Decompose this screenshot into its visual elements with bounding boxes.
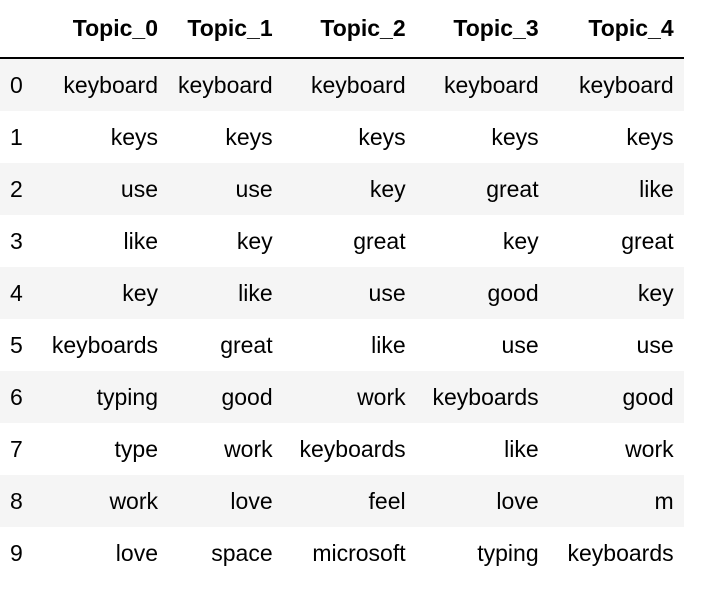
row-index: 7 <box>10 436 23 462</box>
row-index: 0 <box>10 72 23 98</box>
row-index: 5 <box>10 332 23 358</box>
table-cell: keys <box>626 124 674 150</box>
table-cell: key <box>122 280 158 306</box>
table-cell: like <box>639 176 674 202</box>
column-header-topic-0: Topic_0 <box>36 0 168 59</box>
column-header-topic-1: Topic_1 <box>168 0 283 59</box>
table-cell: love <box>115 540 158 566</box>
table-cell: key <box>502 228 539 254</box>
table-row: 3 like key great key great <box>0 215 684 267</box>
table-cell: keyboard <box>63 72 158 98</box>
table-cell: keyboard <box>444 72 539 98</box>
table-cell: great <box>220 332 273 358</box>
table-cell: space <box>211 540 273 566</box>
table-row: 7 type work keyboards like work <box>0 423 684 475</box>
table-cell: like <box>504 436 539 462</box>
table-cell: microsoft <box>312 540 406 566</box>
table-cell: work <box>357 384 406 410</box>
column-header-topic-3: Topic_3 <box>415 0 549 59</box>
row-index: 1 <box>10 124 23 150</box>
row-index: 4 <box>10 280 23 306</box>
index-column-header <box>0 0 36 59</box>
table-cell: like <box>238 280 273 306</box>
table-cell: keys <box>110 124 158 150</box>
table-cell: work <box>109 488 158 514</box>
table-cell: great <box>621 228 674 254</box>
table-cell: keyboards <box>567 540 674 566</box>
column-header-topic-4: Topic_4 <box>548 0 684 59</box>
column-header-topic-2: Topic_2 <box>282 0 416 59</box>
table-header: Topic_0 Topic_1 Topic_2 Topic_3 Topic_4 <box>0 0 684 59</box>
table-row: 5 keyboards great like use use <box>0 319 684 371</box>
table-row: 4 key like use good key <box>0 267 684 319</box>
table-row: 8 work love feel love m <box>0 475 684 527</box>
table-cell: keyboards <box>51 332 158 358</box>
table-cell: m <box>654 488 674 514</box>
row-index: 3 <box>10 228 23 254</box>
header-row: Topic_0 Topic_1 Topic_2 Topic_3 Topic_4 <box>0 0 684 59</box>
table-cell: key <box>369 176 406 202</box>
row-index: 6 <box>10 384 23 410</box>
row-index: 8 <box>10 488 23 514</box>
table-cell: use <box>636 332 674 358</box>
table-cell: like <box>123 228 158 254</box>
table-body: 0 keyboard keyboard keyboard keyboard ke… <box>0 58 684 579</box>
table-cell: use <box>368 280 406 306</box>
table-cell: typing <box>96 384 158 410</box>
table-cell: keyboard <box>579 72 674 98</box>
table-cell: like <box>371 332 406 358</box>
table-row: 1 keys keys keys keys keys <box>0 111 684 163</box>
table-cell: love <box>230 488 273 514</box>
table-cell: keyboards <box>299 436 406 462</box>
table-cell: love <box>496 488 539 514</box>
table-cell: use <box>501 332 539 358</box>
table-row: 2 use use key great like <box>0 163 684 215</box>
table-row: 6 typing good work keyboards good <box>0 371 684 423</box>
row-index: 9 <box>10 540 23 566</box>
table-cell: key <box>236 228 273 254</box>
topics-table: Topic_0 Topic_1 Topic_2 Topic_3 Topic_4 … <box>0 0 684 579</box>
table-cell: good <box>622 384 674 410</box>
table-cell: keys <box>491 124 539 150</box>
table-cell: keys <box>225 124 273 150</box>
table-cell: great <box>353 228 406 254</box>
table-cell: use <box>120 176 158 202</box>
table-cell: work <box>224 436 273 462</box>
table-cell: good <box>221 384 273 410</box>
table-cell: typing <box>477 540 539 566</box>
table-cell: type <box>114 436 158 462</box>
table-cell: keyboards <box>432 384 539 410</box>
table-row: 9 love space microsoft typing keyboards <box>0 527 684 579</box>
table-cell: use <box>235 176 273 202</box>
table-cell: keyboard <box>178 72 273 98</box>
table-cell: good <box>487 280 539 306</box>
table-cell: work <box>625 436 674 462</box>
table-row: 0 keyboard keyboard keyboard keyboard ke… <box>0 58 684 111</box>
table-cell: keys <box>358 124 406 150</box>
row-index: 2 <box>10 176 23 202</box>
table-cell: key <box>637 280 674 306</box>
table-cell: great <box>486 176 539 202</box>
table-cell: keyboard <box>311 72 406 98</box>
table-cell: feel <box>368 488 406 514</box>
